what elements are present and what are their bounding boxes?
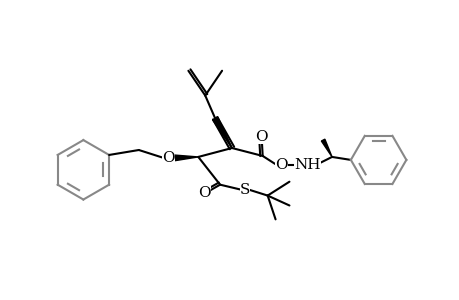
Text: O: O (197, 186, 210, 200)
Polygon shape (212, 117, 231, 148)
Polygon shape (173, 155, 198, 161)
Text: NH: NH (293, 158, 320, 172)
Text: O: O (255, 130, 268, 144)
Text: O: O (162, 151, 174, 165)
Text: O: O (274, 158, 287, 172)
Polygon shape (321, 139, 331, 157)
Text: S: S (239, 183, 250, 196)
